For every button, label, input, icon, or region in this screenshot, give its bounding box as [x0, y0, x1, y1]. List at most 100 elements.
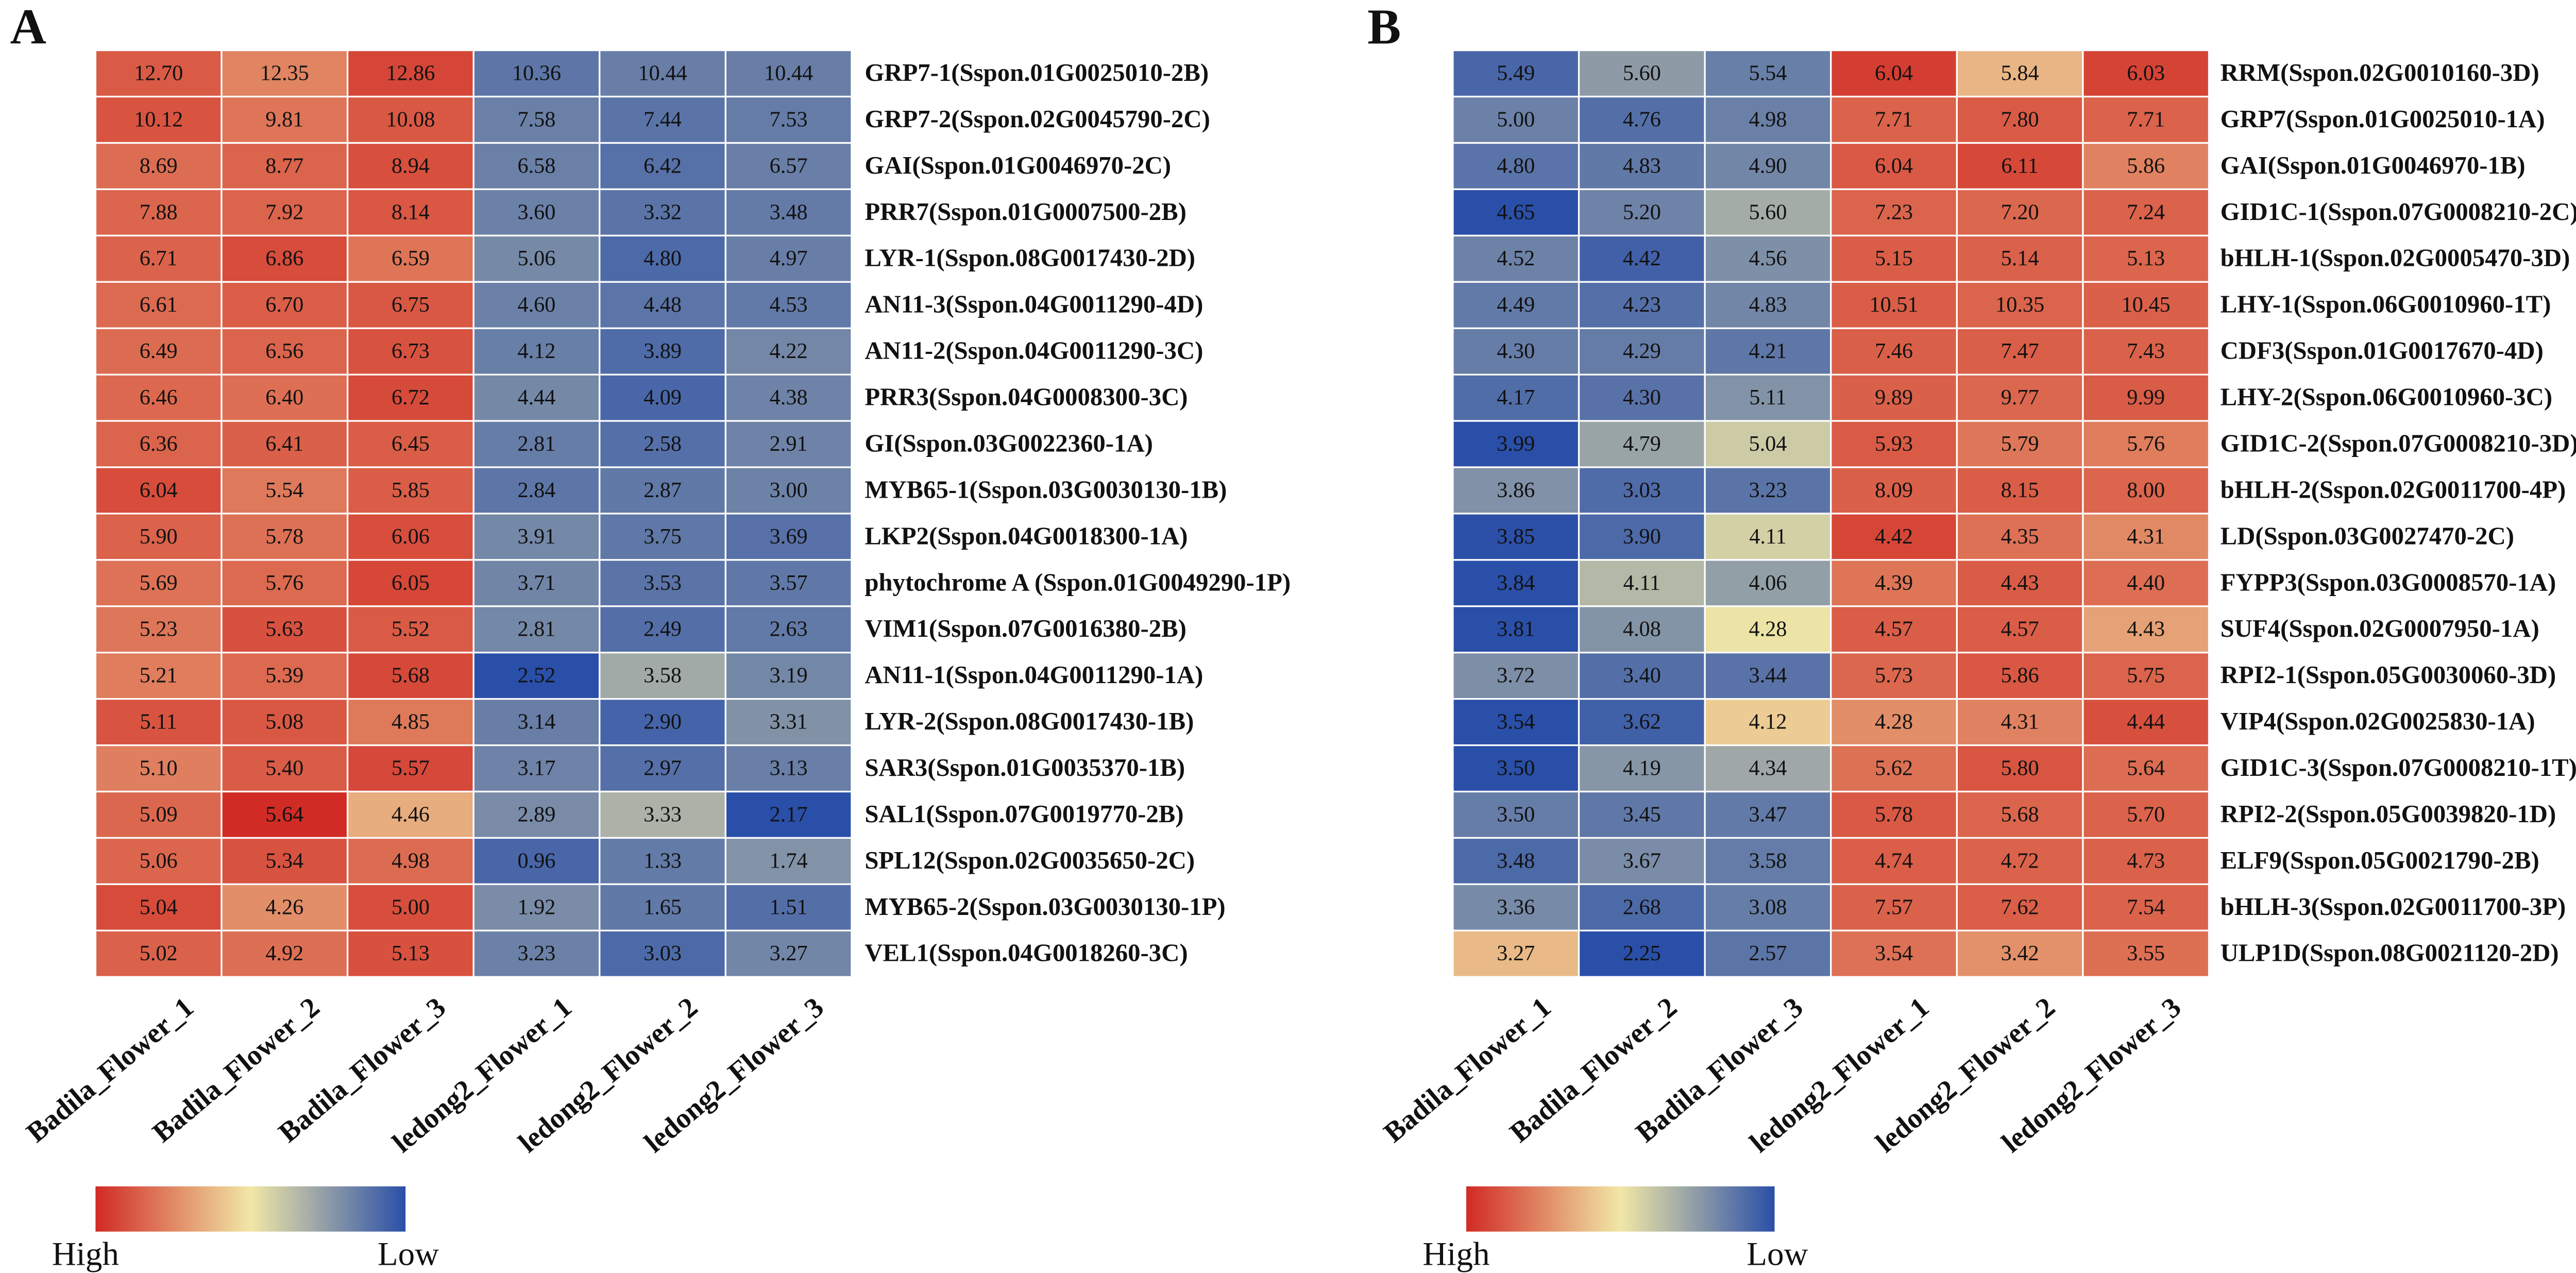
cell-value: 5.57	[392, 756, 430, 780]
cell-value: 3.54	[1497, 710, 1535, 734]
row-label: GAI(Sspon.01G0046970-2C)	[865, 151, 1171, 179]
cell-value: 4.97	[770, 246, 808, 270]
cell-value: 4.30	[1497, 339, 1535, 363]
heatmap-cell	[724, 883, 853, 931]
heatmap-cell	[472, 929, 601, 978]
heatmap-cell	[1452, 466, 1580, 515]
cell-value: 3.31	[770, 710, 808, 734]
heatmap-cell	[1830, 652, 1958, 700]
heatmap-cell	[599, 929, 726, 978]
heatmap-cell	[346, 605, 474, 654]
heatmap-cell	[2082, 420, 2210, 468]
heatmap-cell	[599, 466, 726, 515]
heatmap-cell	[94, 188, 223, 236]
heatmap-cell	[599, 420, 726, 468]
cell-value: 2.89	[517, 802, 555, 826]
cell-value: 3.47	[1749, 802, 1787, 826]
heatmap-cell	[724, 605, 853, 654]
heatmap-cell	[221, 95, 349, 144]
cell-value: 3.48	[770, 200, 808, 224]
row-label: GAI(Sspon.01G0046970-1B)	[2221, 151, 2526, 179]
heatmap-cell	[724, 420, 853, 468]
heatmap-cell	[1830, 837, 1958, 886]
heatmap-cell	[599, 374, 726, 422]
cell-value: 4.79	[1623, 432, 1661, 456]
cell-value: 9.89	[1875, 385, 1913, 410]
cell-value: 6.04	[140, 478, 178, 502]
cell-value: 7.44	[643, 107, 682, 131]
cell-value: 8.94	[392, 154, 430, 178]
row-label: MYB65-1(Sspon.03G0030130-1B)	[865, 476, 1227, 503]
cell-value: 4.12	[517, 339, 555, 363]
cell-value: 3.55	[2127, 941, 2165, 965]
heatmap-cell	[724, 188, 853, 236]
cell-value: 2.25	[1623, 941, 1661, 965]
heatmap-cell	[346, 234, 474, 283]
cell-value: 4.49	[1497, 293, 1535, 317]
cell-value: 6.57	[770, 154, 808, 178]
cell-value: 4.48	[643, 293, 682, 317]
row-label: SAR3(Sspon.01G0035370-1B)	[865, 754, 1185, 782]
heatmap-cell	[2082, 188, 2210, 236]
cell-value: 3.58	[1749, 848, 1787, 873]
heatmap-cell	[1578, 698, 1706, 746]
row-label: PRR7(Sspon.01G0007500-2B)	[865, 198, 1187, 226]
row-label: LYR-1(Sspon.08G0017430-2D)	[865, 244, 1195, 272]
cell-value: 6.58	[517, 154, 555, 178]
row-label: AN11-1(Sspon.04G0011290-1A)	[865, 661, 1203, 689]
cell-value: 5.08	[265, 710, 303, 734]
cell-value: 5.93	[1875, 432, 1913, 456]
cell-value: 4.60	[517, 293, 555, 317]
colorbar-low: Low	[378, 1236, 439, 1273]
heatmap-cell	[1956, 374, 2084, 422]
cell-value: 4.09	[643, 385, 682, 410]
cell-value: 7.24	[2127, 200, 2165, 224]
colorbar-high: High	[52, 1236, 119, 1273]
heatmap-cell	[94, 790, 223, 839]
cell-value: 5.13	[392, 941, 430, 965]
colorbar	[95, 1186, 406, 1232]
heatmap-cell	[1578, 234, 1706, 283]
heatmap-cell	[94, 652, 223, 700]
heatmap-cell	[724, 327, 853, 376]
cell-value: 4.39	[1875, 571, 1913, 595]
cell-value: 6.56	[265, 339, 303, 363]
heatmap-cell	[1704, 559, 1832, 607]
cell-value: 7.57	[1875, 895, 1913, 919]
heatmap-cell	[1704, 142, 1832, 191]
heatmap-cell	[2082, 652, 2210, 700]
cell-value: 7.58	[517, 107, 555, 131]
cell-value: 2.97	[643, 756, 682, 780]
cell-value: 4.98	[392, 848, 430, 873]
cell-value: 8.15	[2001, 478, 2039, 502]
heatmap-cell	[1704, 234, 1832, 283]
heatmap-cell	[599, 837, 726, 886]
heatmap-cell	[1830, 466, 1958, 515]
heatmap-cell	[724, 142, 853, 191]
heatmap-cell	[724, 698, 853, 746]
heatmap-cell	[472, 790, 601, 839]
cell-value: 4.53	[770, 293, 808, 317]
heatmap-cell	[94, 513, 223, 561]
row-label: RPI2-2(Sspon.05G0039820-1D)	[2221, 800, 2556, 828]
heatmap-cell	[724, 281, 853, 329]
cell-value: 5.80	[2001, 756, 2039, 780]
row-label: PRR3(Sspon.04G0008300-3C)	[865, 383, 1188, 411]
row-label: MYB65-2(Sspon.03G0030130-1P)	[865, 893, 1225, 921]
cell-value: 3.50	[1497, 756, 1535, 780]
heatmap-cell	[1956, 49, 2084, 98]
heatmap-cell	[1452, 698, 1580, 746]
heatmap-cell	[221, 929, 349, 978]
row-label: GRP7-1(Sspon.01G0025010-2B)	[865, 59, 1209, 87]
heatmap-cell	[1830, 49, 1958, 98]
cell-value: 5.49	[1497, 61, 1535, 86]
cell-value: 3.36	[1497, 895, 1535, 919]
heatmap-cell	[472, 698, 601, 746]
heatmap-cell	[472, 142, 601, 191]
cell-value: 5.21	[140, 664, 178, 688]
heatmap-cell	[2082, 374, 2210, 422]
cell-value: 4.73	[2127, 848, 2165, 873]
cell-value: 5.78	[1875, 802, 1913, 826]
row-label: VIM1(Sspon.07G0016380-2B)	[865, 615, 1187, 642]
cell-value: 1.65	[643, 895, 682, 919]
